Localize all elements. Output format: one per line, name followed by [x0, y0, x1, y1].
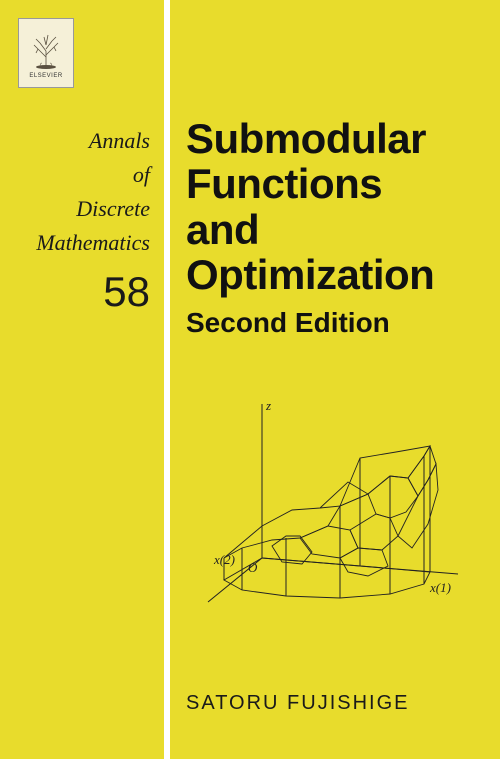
- vertical-divider: [164, 0, 170, 759]
- series-line-4: Mathematics: [0, 226, 150, 260]
- polyhedron-diagram-icon: z x(1) x(2) O: [200, 398, 470, 608]
- axis-z-label: z: [265, 398, 271, 413]
- author-name: SATORU FUJISHIGE: [186, 692, 410, 715]
- publisher-name: ELSEVIER: [29, 73, 62, 79]
- title-line-2: Functions: [186, 161, 486, 206]
- series-title: Annals of Discrete Mathematics: [0, 124, 160, 260]
- book-cover: ELSEVIER Annals of Discrete Mathematics …: [0, 0, 500, 759]
- tree-icon: [26, 27, 66, 71]
- series-line-1: Annals: [0, 124, 150, 158]
- book-title: Submodular Functions and Optimization Se…: [186, 116, 486, 339]
- axis-x1-label: x(1): [429, 580, 451, 595]
- series-line-2: of: [0, 158, 150, 192]
- title-line-1: Submodular: [186, 116, 486, 161]
- volume-number: 58: [0, 268, 160, 316]
- series-line-3: Discrete: [0, 192, 150, 226]
- cover-diagram: z x(1) x(2) O: [200, 398, 470, 608]
- edition-label: Second Edition: [186, 307, 486, 339]
- title-line-3: and: [186, 207, 486, 252]
- publisher-logo: ELSEVIER: [18, 18, 74, 88]
- title-line-4: Optimization: [186, 252, 486, 297]
- axis-origin-label: O: [248, 560, 258, 575]
